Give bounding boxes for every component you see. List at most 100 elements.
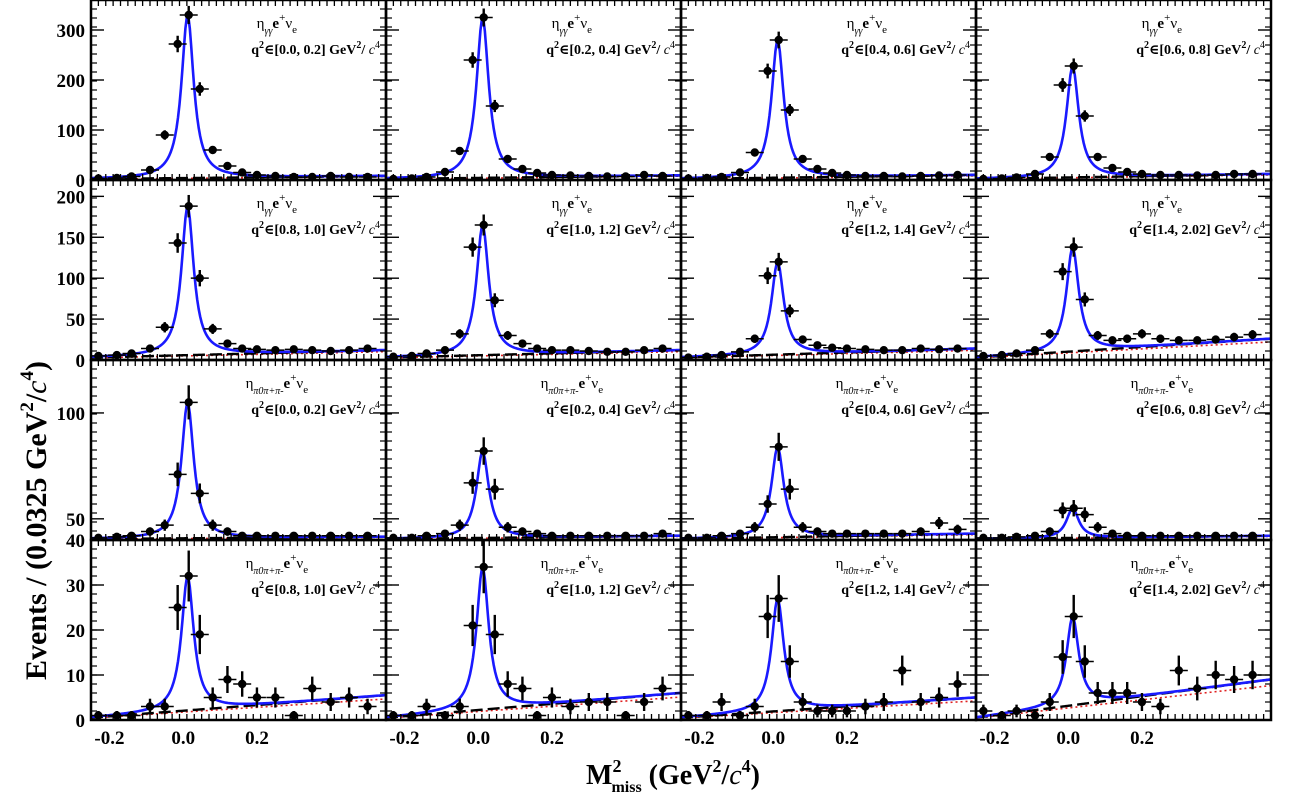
y-tick-label: 0: [76, 171, 86, 192]
fit-curve: [386, 566, 681, 719]
data-point: [498, 154, 517, 164]
data-point: [911, 693, 930, 711]
data-point: [203, 323, 222, 334]
data-point: [793, 154, 812, 164]
data-point: [1064, 237, 1083, 257]
decay-mode-label: ηπ0π+π-e+νe: [836, 372, 899, 397]
component-curve: [386, 350, 681, 359]
component-curve: [681, 700, 976, 719]
data-point: [697, 173, 716, 180]
y-tick-label: 100: [57, 269, 86, 290]
data-point: [653, 171, 672, 180]
data-point: [513, 339, 532, 348]
data-point: [1075, 507, 1094, 522]
data-point: [266, 345, 285, 355]
data-point: [1188, 676, 1207, 701]
data-point: [107, 711, 126, 720]
data-point: [474, 8, 493, 27]
data-point: [653, 344, 672, 353]
data-point: [474, 540, 493, 594]
data-point: [616, 172, 635, 180]
panel-15: ηπ0π+π-e+νe q2∈[1.2, 1.4] GeV2/ c4: [679, 538, 978, 722]
decay-mode-label: ηγγe+νe: [552, 12, 592, 37]
data-point: [1132, 693, 1151, 711]
data-point: [122, 172, 141, 180]
x-tick-label: 0.2: [835, 728, 859, 749]
data-point: [155, 519, 174, 531]
data-point: [340, 345, 359, 355]
data-point: [1103, 529, 1122, 538]
data-point: [780, 104, 799, 116]
data-point: [303, 345, 322, 355]
data-point: [1053, 640, 1072, 674]
data-point: [284, 711, 303, 720]
data-point: [911, 171, 930, 180]
data-point: [179, 385, 198, 420]
data-point: [321, 693, 340, 711]
data-point: [1064, 594, 1083, 639]
q2-bin-label: q2∈[0.8, 1.0] GeV2/ c4: [251, 580, 380, 598]
data-point: [450, 519, 469, 531]
panel-label: ηπ0π+π-e+νe q2∈[1.2, 1.4] GeV2/ c4: [836, 552, 970, 598]
y-tick-label: 300: [57, 21, 86, 42]
panel-frame: [679, 0, 978, 182]
panel-ticks: [385, 0, 682, 181]
data-point: [1007, 173, 1026, 180]
data-point: [893, 345, 912, 355]
q2-bin-label: q2∈[0.4, 0.6] GeV2/ c4: [841, 400, 970, 418]
panel-plot-area: [386, 540, 681, 720]
data-point: [874, 529, 893, 538]
data-point: [780, 645, 799, 678]
data-point: [203, 145, 222, 155]
data-point: [542, 531, 561, 540]
panel-plot-area: [681, 31, 976, 180]
data-point: [247, 170, 266, 180]
x-tick-label: -0.2: [94, 728, 124, 749]
data-point: [745, 334, 764, 343]
data-point: [930, 345, 949, 354]
q2-bin-label: q2∈[0.2, 0.4] GeV2/ c4: [546, 400, 675, 418]
panel-11: ηπ0π+π-e+νe q2∈[0.4, 0.6] GeV2/ c4: [679, 358, 978, 542]
data-point: [190, 614, 209, 655]
data-point: [179, 550, 198, 602]
panel-label: ηπ0π+π-e+νe q2∈[0.0, 0.2] GeV2/ c4: [246, 372, 380, 418]
panel-plot-area: [386, 214, 681, 360]
decay-mode-label: ηπ0π+π-e+νe: [246, 552, 309, 577]
data-point: [141, 344, 159, 353]
data-point: [358, 172, 377, 180]
panel-plot-area: [386, 437, 681, 540]
panel-frame: [974, 0, 1273, 182]
data-point: [450, 329, 469, 339]
x-tick-label: 0.0: [761, 728, 785, 749]
data-point: [417, 698, 436, 715]
data-point: [247, 687, 266, 708]
x-tick-label: 0.0: [1056, 728, 1080, 749]
data-point: [358, 344, 377, 353]
data-point: [561, 698, 580, 715]
q2-bin-label: q2∈[0.2, 0.4] GeV2/ c4: [546, 40, 675, 58]
data-point: [1118, 334, 1137, 343]
data-point: [402, 711, 421, 720]
data-point: [837, 344, 856, 353]
panel-9: ηπ0π+π-e+νe q2∈[0.0, 0.2] GeV2/ c4: [89, 358, 388, 542]
data-point: [992, 711, 1011, 720]
x-tick-label: 0.2: [1130, 728, 1154, 749]
q2-bin-label: q2∈[1.4, 2.02] GeV2/ c4: [1129, 220, 1265, 238]
q2-bin-label: q2∈[0.6, 0.8] GeV2/ c4: [1136, 400, 1265, 418]
data-point: [992, 174, 1011, 180]
data-point: [542, 687, 561, 708]
data-point: [321, 346, 340, 356]
data-point: [911, 344, 930, 353]
data-point: [653, 529, 672, 538]
data-point: [155, 130, 174, 140]
q2-bin-label: q2∈[1.0, 1.2] GeV2/ c4: [546, 580, 675, 598]
panel-plot-area: [681, 432, 976, 540]
data-point: [284, 531, 303, 540]
data-point: [1169, 655, 1188, 686]
x-tick-label: 0.2: [245, 728, 269, 749]
data-point: [948, 671, 967, 697]
data-point: [179, 194, 198, 218]
data-point: [528, 529, 547, 538]
data-point: [358, 698, 377, 715]
panel-1: ηγγe+νe q2∈[0.0, 0.2] GeV2/ c4: [89, 0, 388, 182]
